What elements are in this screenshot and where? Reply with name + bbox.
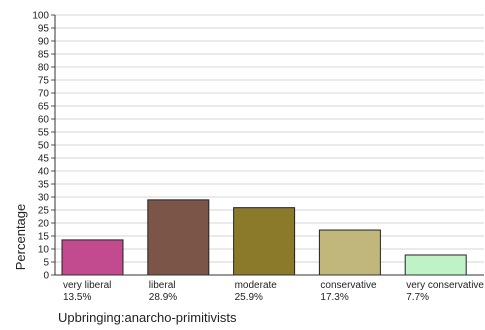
y-tick-label: 30 [38,193,50,204]
value-label: 13.5% [63,292,91,303]
y-tick-label: 60 [38,115,50,126]
y-tick-label: 45 [38,154,50,165]
y-axis-ticks: 0 5 10 15 20 25 30 35 40 45 50 55 60 65 70 75 80 85 90 95 10… [32,11,55,282]
y-tick-label: 90 [38,37,50,48]
bar-moderate [233,207,296,276]
y-tick-label: 50 [38,141,50,152]
value-label: 25.9% [235,292,263,303]
bar-very-conservative [404,254,467,276]
bar-liberal [147,199,210,276]
y-tick-label: 15 [38,232,50,243]
category-label: very conservative [406,280,484,291]
bar-conservative [318,229,381,276]
x-axis-title: Upbringing:anarcho-primitivists [58,310,237,325]
y-tick-label: 20 [38,219,50,230]
y-tick-label: 65 [38,102,50,113]
category-label: very liberal [63,280,111,291]
y-tick-label: 75 [38,76,50,87]
category-label: moderate [235,280,278,291]
category-label: conservative [320,280,377,291]
y-tick-label: 35 [38,180,50,191]
y-tick-label: 55 [38,128,50,139]
y-tick-label: 25 [38,206,50,217]
y-tick-label: 80 [38,63,50,74]
y-tick-label: 5 [43,258,49,269]
bar-very-liberal [61,239,124,276]
value-label: 17.3% [320,292,348,303]
y-axis-title: Percentage [13,204,28,271]
y-tick-label: 85 [38,50,50,61]
y-tick-label: 10 [38,245,50,256]
bars [61,199,467,276]
category-label: liberal [149,280,176,291]
y-tick-label: 40 [38,167,50,178]
gridlines [55,14,484,263]
y-tick-label: 0 [43,271,49,282]
value-label: 28.9% [149,292,177,303]
y-tick-label: 95 [38,24,50,35]
y-tick-label: 100 [32,11,49,22]
value-label: 7.7% [406,292,429,303]
y-tick-label: 70 [38,89,50,100]
